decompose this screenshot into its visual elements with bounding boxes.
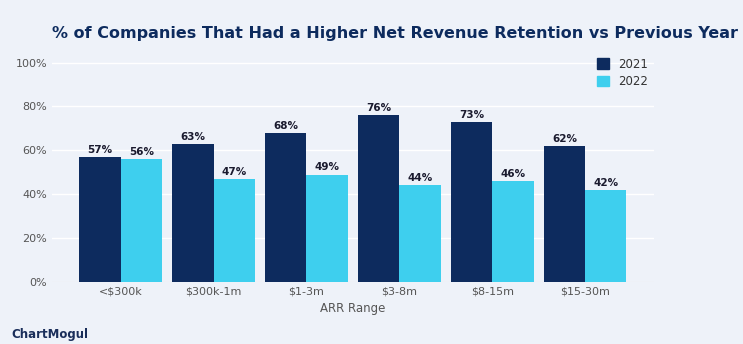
Legend: 2021, 2022: 2021, 2022 [597,57,648,88]
Text: 56%: 56% [129,147,154,157]
Bar [213,179,255,282]
Text: 42%: 42% [593,178,618,188]
Text: 49%: 49% [314,162,340,172]
Text: 44%: 44% [407,173,432,183]
Bar [544,146,585,282]
Text: 57%: 57% [88,145,113,155]
Text: 47%: 47% [221,167,247,177]
Text: 68%: 68% [273,121,299,131]
Text: 76%: 76% [366,103,392,113]
Bar [358,115,400,282]
Bar [172,144,213,282]
Bar [120,159,162,282]
X-axis label: ARR Range: ARR Range [320,302,386,315]
Text: 63%: 63% [181,132,205,142]
Bar [265,133,306,282]
Bar [400,185,441,282]
Bar [493,181,533,282]
Text: % of Companies That Had a Higher Net Revenue Retention vs Previous Year: % of Companies That Had a Higher Net Rev… [52,26,738,41]
Text: ChartMogul: ChartMogul [11,327,88,341]
Bar [451,122,493,282]
Bar [80,157,120,282]
Bar [585,190,626,282]
Text: 46%: 46% [500,169,525,179]
Text: 62%: 62% [552,134,577,144]
Bar [306,174,348,282]
Text: 73%: 73% [459,110,484,120]
